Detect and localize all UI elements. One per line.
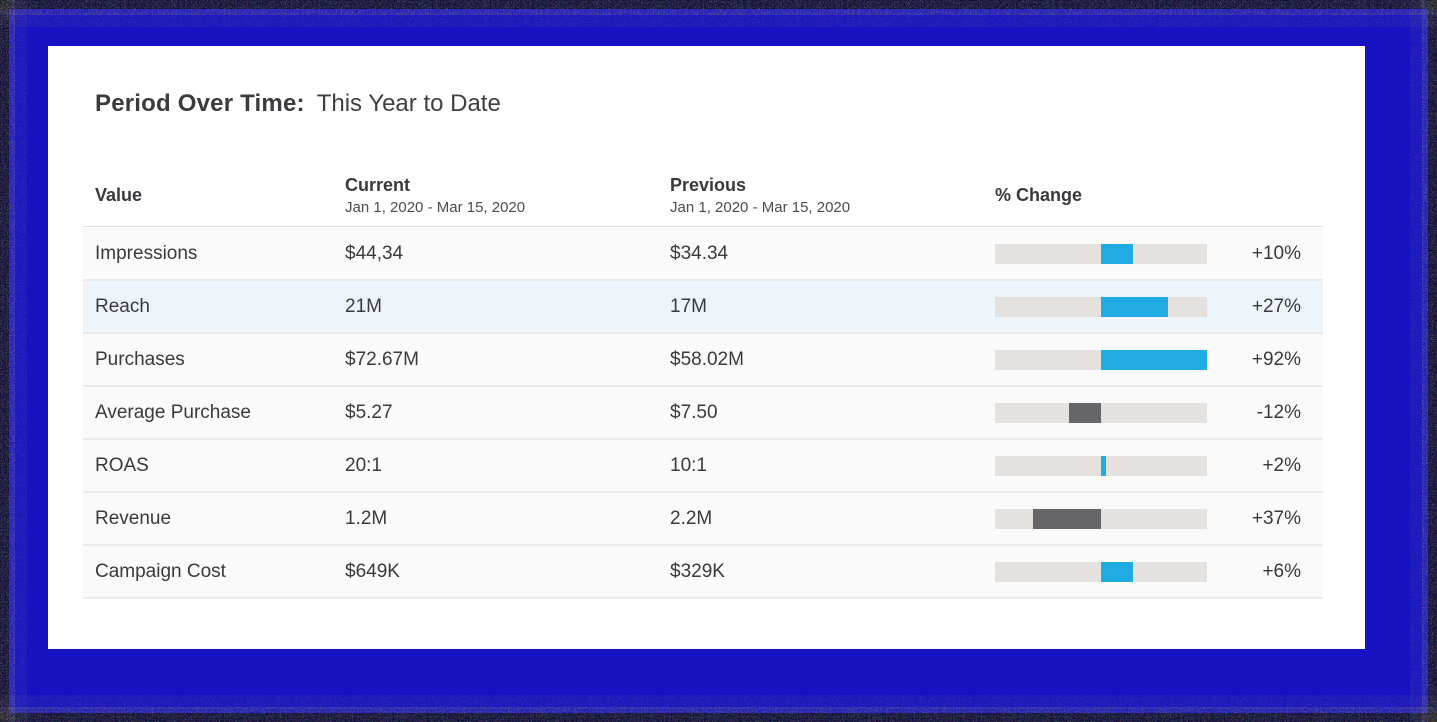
metric-label: Reach: [95, 295, 150, 317]
current-value: $44,34: [345, 242, 404, 264]
percent-change-value: -12%: [1256, 401, 1301, 423]
previous-column-label: Previous: [670, 174, 747, 195]
change-bar-fill: [1101, 296, 1168, 317]
change-bar-track: [995, 455, 1207, 476]
column-header-previous: Previous Jan 1, 2020 - Mar 15, 2020: [670, 175, 995, 216]
change-bar-fill: [1101, 455, 1106, 476]
previous-date-range: Jan 1, 2020 - Mar 15, 2020: [670, 198, 851, 216]
table-row[interactable]: Campaign Cost $649K $329K +6%: [83, 546, 1323, 599]
change-bar-track: [995, 349, 1207, 370]
change-bar-cell: [995, 455, 1207, 476]
table-row[interactable]: Reach 21M 17M +27%: [83, 281, 1323, 334]
table-row[interactable]: Revenue 1.2M 2.2M +37%: [83, 493, 1323, 546]
percent-change-value: +27%: [1251, 295, 1301, 317]
percent-change-value: +2%: [1262, 454, 1301, 476]
metric-label: Revenue: [95, 507, 172, 529]
change-bar-cell: [995, 296, 1207, 317]
percent-change-value: +37%: [1251, 507, 1301, 529]
current-value: 21M: [345, 295, 382, 317]
current-value: 1.2M: [345, 507, 388, 529]
percent-change-value: +10%: [1251, 242, 1301, 264]
previous-value: 10:1: [670, 454, 707, 476]
table-body: Impressions $44,34 $34.34 +10% Reach 21M…: [83, 228, 1323, 599]
change-bar-fill: [1069, 402, 1101, 423]
change-bar-cell: [995, 243, 1207, 264]
table-row[interactable]: ROAS 20:1 10:1 +2%: [83, 440, 1323, 493]
page-title: Period Over Time: This Year to Date: [95, 90, 501, 118]
table-row[interactable]: Purchases $72.67M $58.02M +92%: [83, 334, 1323, 387]
metric-label: ROAS: [95, 454, 149, 476]
current-date-range: Jan 1, 2020 - Mar 15, 2020: [345, 198, 526, 216]
percent-change-value: +92%: [1251, 348, 1301, 370]
table-header: Value Current Jan 1, 2020 - Mar 15, 2020…: [83, 164, 1323, 227]
previous-value: $58.02M: [670, 348, 744, 370]
change-bar-track: [995, 402, 1207, 423]
period-selected-value: This Year to Date: [316, 90, 501, 117]
current-value: $72.67M: [345, 348, 419, 370]
report-card: Period Over Time: This Year to Date Value…: [48, 46, 1365, 649]
change-bar-track: [995, 296, 1207, 317]
previous-value: $329K: [670, 560, 725, 582]
column-header-value: Value: [95, 184, 143, 205]
change-bar-cell: [995, 402, 1207, 423]
change-bar-track: [995, 561, 1207, 582]
column-header-current: Current Jan 1, 2020 - Mar 15, 2020: [345, 175, 670, 216]
column-header-percent-change: % Change: [995, 184, 1083, 205]
current-value: 20:1: [345, 454, 382, 476]
table-row[interactable]: Average Purchase $5.27 $7.50 -12%: [83, 387, 1323, 440]
change-bar-fill: [1101, 243, 1133, 264]
previous-value: $34.34: [670, 242, 729, 264]
current-column-label: Current: [345, 174, 411, 195]
change-bar-track: [995, 243, 1207, 264]
change-bar-fill: [1101, 349, 1207, 370]
change-bar-track: [995, 508, 1207, 529]
change-bar-cell: [995, 508, 1207, 529]
change-bar-cell: [995, 561, 1207, 582]
change-bar-fill: [1101, 561, 1133, 582]
change-bar-cell: [995, 349, 1207, 370]
table-row[interactable]: Impressions $44,34 $34.34 +10%: [83, 228, 1323, 281]
current-value: $649K: [345, 560, 400, 582]
percent-change-value: +6%: [1262, 560, 1301, 582]
current-value: $5.27: [345, 401, 393, 423]
previous-value: 2.2M: [670, 507, 713, 529]
previous-value: $7.50: [670, 401, 718, 423]
change-bar-fill: [1033, 508, 1101, 529]
metric-label: Purchases: [95, 348, 185, 370]
metric-label: Campaign Cost: [95, 560, 226, 582]
metric-label: Impressions: [95, 242, 198, 264]
period-over-time-label: Period Over Time:: [95, 90, 305, 117]
metric-label: Average Purchase: [95, 401, 251, 423]
previous-value: 17M: [670, 295, 707, 317]
